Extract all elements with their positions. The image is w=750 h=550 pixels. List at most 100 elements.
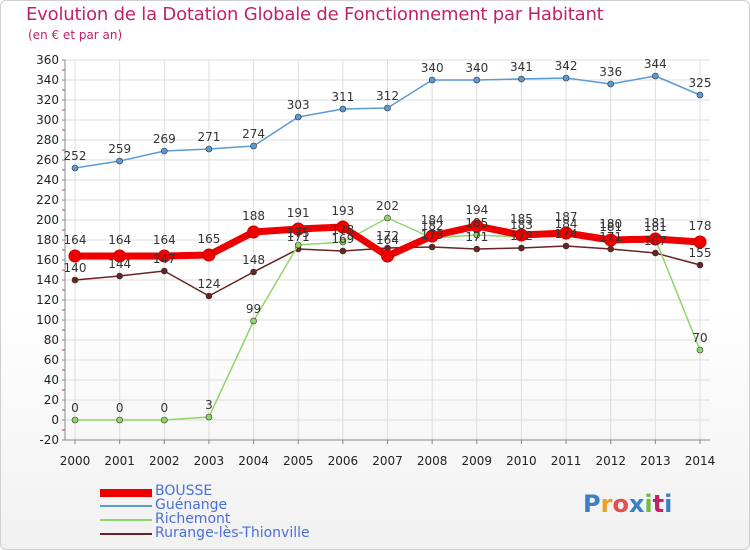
logo-letter: t [652,490,665,518]
data-point-s3 [116,272,123,280]
data-label-s3: 171 [465,230,488,244]
data-point-s0 [202,248,216,262]
data-label-s0: 164 [64,233,87,247]
legend-label-bousse: BOUSSE [155,483,213,499]
data-point-s1 [428,76,436,84]
x-tick-label: 2003 [194,454,225,468]
data-label-s2: 185 [465,216,488,230]
data-label-s2: 175 [287,226,310,240]
x-tick-label: 2010 [506,454,537,468]
data-point-s3 [71,276,79,284]
data-point-s3 [607,245,615,253]
data-label-s3: 144 [108,257,131,271]
data-label-s1: 342 [555,59,578,73]
data-point-s3 [652,249,659,257]
data-label-s0: 164 [153,233,176,247]
y-tick-label: 320 [36,93,59,107]
data-label-s1: 336 [599,65,622,79]
y-tick-label: 300 [36,113,59,127]
data-label-s3: 171 [599,230,622,244]
logo-letter: r [600,490,613,518]
y-tick-label: 200 [36,213,59,227]
data-point-s1 [71,164,79,172]
legend-swatch-bousse [100,489,152,497]
data-point-s2 [339,238,347,246]
x-tick-label: 2009 [462,454,493,468]
data-label-s3: 171 [287,230,310,244]
data-label-s0: 178 [689,219,712,233]
x-tick-label: 2008 [417,454,448,468]
data-label-s1: 312 [376,89,399,103]
data-point-s1 [339,105,347,113]
y-tick-label: 20 [44,393,59,407]
data-label-s3: 148 [242,253,265,267]
data-point-s3 [428,243,436,251]
chart-subtitle: (en € et par an) [28,28,123,42]
legend-label-guenange: Guénange [155,497,228,513]
data-point-s1 [384,104,391,112]
data-point-s3 [160,267,168,275]
data-label-s2: 182 [421,219,444,233]
legend-swatch-richemont [100,519,152,521]
line-chart: -20 0 20 40 60 80 100 120 140 160 180 200 220 240 260 2… [36,53,715,468]
series-layer [68,72,707,424]
data-label-s2: 202 [376,199,399,213]
data-label-s3: 155 [689,246,712,260]
y-tick-label: 220 [36,193,59,207]
axes: -20 0 20 40 60 80 100 120 140 160 180 200 220 240 260 2… [36,53,715,468]
legend-label-richemont: Richemont [155,511,231,527]
x-tick-label: 2007 [372,454,403,468]
data-point-s1 [294,113,302,121]
data-point-s0 [425,229,439,243]
data-label-s1: 259 [108,142,131,156]
data-point-s2 [160,416,168,424]
data-label-s2: 181 [644,220,667,234]
data-point-s1 [473,76,481,84]
logo-letter: o [612,490,629,518]
data-point-s0 [336,220,350,234]
y-tick-label: 100 [36,313,59,327]
y-tick-label: 0 [51,413,59,427]
y-tick-label: 60 [44,353,59,367]
data-point-s1 [607,80,615,88]
y-tick-label: 340 [36,73,59,87]
data-label-s1: 303 [287,98,310,112]
data-label-s0: 184 [421,213,444,227]
data-point-s0 [381,249,394,263]
logo-letter: i [644,490,653,518]
data-label-s3: 124 [197,277,220,291]
data-point-s3 [518,244,525,252]
data-point-s0 [113,249,127,263]
data-label-s2: 3 [205,398,213,412]
data-point-s2 [116,416,123,424]
data-point-s1 [518,75,525,83]
y-tick-label: 160 [36,253,59,267]
grid [65,59,710,441]
data-point-s1 [562,74,570,82]
data-label-s3: 147 [153,252,176,266]
chart-title: Evolution de la Dotation Globale de Fonc… [26,4,604,25]
data-point-s3 [205,292,213,300]
data-label-s2: 178 [331,223,354,237]
y-tick-label: 360 [36,53,59,67]
data-label-s1: 340 [465,61,488,75]
data-point-s1 [116,157,123,165]
y-tick-label: 120 [36,293,59,307]
data-label-s3: 169 [331,232,354,246]
data-point-s1 [696,91,704,99]
data-point-s0 [604,233,618,247]
data-point-s0 [470,219,484,233]
x-tick-label: 2013 [640,454,671,468]
data-point-s1 [652,72,659,80]
data-label-s0: 180 [599,217,622,231]
x-tick-label: 2011 [551,454,582,468]
data-point-s2 [294,241,302,249]
data-label-s0: 187 [555,210,578,224]
data-point-s1 [205,145,213,153]
y-tick-label: -20 [39,433,59,447]
logo-letter: P [583,490,601,518]
data-label-s1: 269 [153,132,176,146]
data-label-s0: 193 [331,204,354,218]
data-point-s3 [562,242,570,250]
y-tick-label: 40 [44,373,59,387]
